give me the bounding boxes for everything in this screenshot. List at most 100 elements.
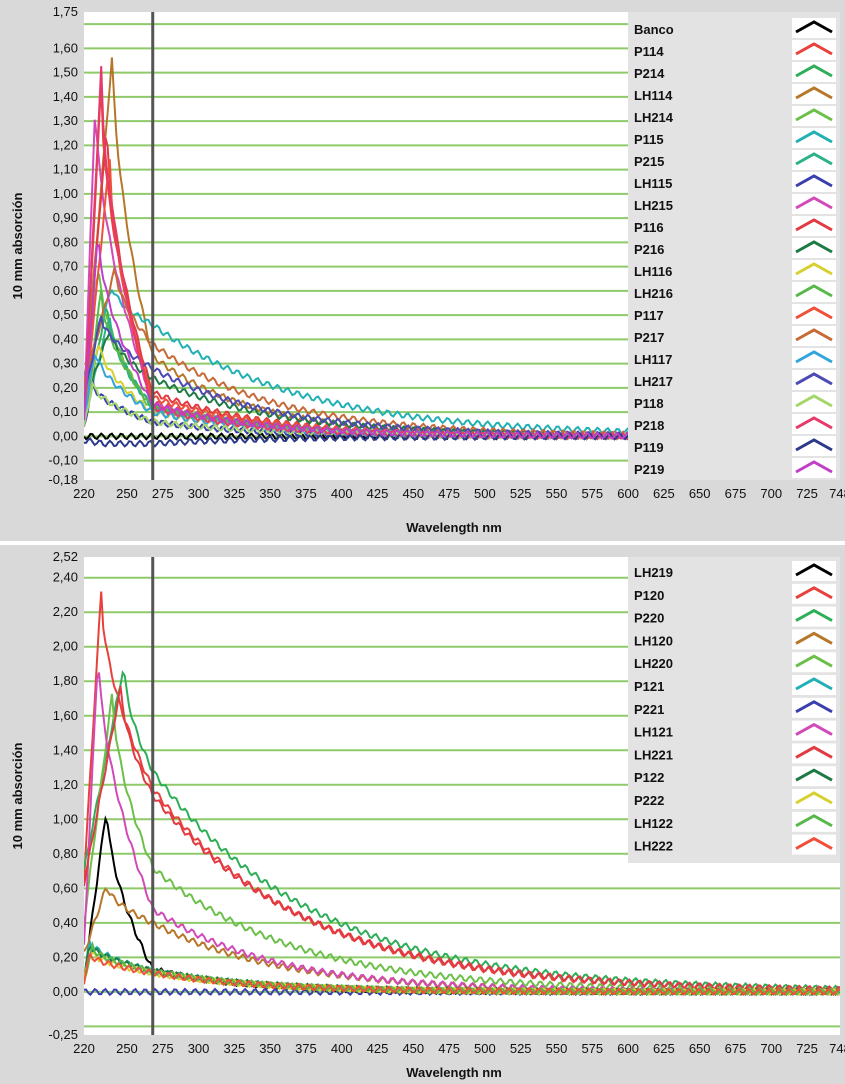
legend-label: P115 (634, 132, 664, 147)
legend-label: P215 (634, 154, 664, 169)
legend-swatch (795, 814, 833, 828)
y-tick-label: -0,25 (48, 1027, 78, 1042)
legend-label: LH117 (634, 352, 672, 367)
legend-swatch-bg (792, 789, 836, 809)
x-tick-label: 300 (188, 1041, 210, 1056)
x-tick-label: 650 (689, 486, 711, 501)
chart-panel-1: 1,75 1,60 1,50 1,40 1,30 1,20 1,10 1,00 0,90 0,80… (0, 0, 845, 541)
legend-label: LH221 (634, 747, 673, 762)
x-tick-label: 325 (223, 1041, 245, 1056)
legend-label: LH219 (634, 565, 673, 580)
y-tick-label: -0,18 (48, 472, 78, 487)
legend-label: LH220 (634, 656, 673, 671)
legend-swatch-bg (792, 414, 836, 434)
legend-swatch (795, 328, 833, 342)
legend-label: LH217 (634, 374, 673, 389)
y-tick-label: 1,00 (53, 811, 78, 826)
y-tick-label: 1,40 (53, 89, 78, 104)
x-tick-label: 275 (152, 1041, 174, 1056)
x-tick-label: 250 (116, 1041, 138, 1056)
legend-label: LH215 (634, 198, 673, 213)
legend-swatch (795, 284, 833, 298)
legend-swatch-bg (792, 18, 836, 38)
legend-swatch-bg (792, 743, 836, 764)
legend-swatch (795, 700, 833, 714)
legend-swatch (795, 64, 833, 78)
legend-swatch (795, 218, 833, 232)
series-line (84, 670, 840, 993)
x-tick-label: 275 (152, 486, 174, 501)
legend-label: P119 (634, 440, 664, 455)
x-tick-label: 450 (402, 1041, 424, 1056)
y-tick-label: 1,00 (53, 186, 78, 201)
chart-panel-2: 2,52 2,40 2,20 2,00 1,80 1,60 1,40 1,20 1,00 0,80… (0, 545, 845, 1084)
x-tick-label: 748 (829, 486, 845, 501)
legend-swatch (795, 240, 833, 254)
y-tick-label: -0,10 (48, 453, 78, 468)
legend-swatch-bg (792, 326, 836, 346)
x-tick-label: 375 (295, 1041, 317, 1056)
legend-swatch-bg (792, 697, 836, 718)
legend-swatch-bg (792, 606, 836, 627)
legend-swatch (795, 586, 833, 600)
legend-label: P218 (634, 418, 664, 433)
x-tick-label: 550 (546, 1041, 568, 1056)
y-tick-label: 1,40 (53, 742, 78, 757)
x-axis-title: Wavelength nm (406, 520, 502, 535)
legend-swatch-bg (792, 128, 836, 148)
legend-swatch-bg (792, 216, 836, 236)
legend-label: LH216 (634, 286, 673, 301)
y-tick-label: 1,60 (53, 708, 78, 723)
y-tick-label: 0,40 (53, 331, 78, 346)
x-tick-label: 350 (259, 486, 281, 501)
x-tick-label: 350 (259, 1041, 281, 1056)
legend-swatch (795, 563, 833, 577)
x-tick-label: 725 (796, 486, 818, 501)
x-tick-label: 425 (367, 1041, 389, 1056)
legend-swatch (795, 108, 833, 122)
legend-swatch-bg (792, 84, 836, 104)
x-tick-label: 500 (474, 1041, 496, 1056)
series-line (84, 951, 840, 997)
x-tick-label: 525 (510, 1041, 532, 1056)
x-axis-title: Wavelength nm (406, 1065, 502, 1080)
legend-label: P219 (634, 462, 664, 477)
legend-swatch-bg (792, 675, 836, 695)
legend-label: P121 (634, 679, 664, 694)
y-tick-label: 0,80 (53, 234, 78, 249)
legend-swatch (795, 654, 833, 668)
y-tick-label: 1,80 (53, 673, 78, 688)
legend-swatch-bg (792, 766, 836, 787)
legend-swatch (795, 631, 833, 645)
legend-swatch (795, 745, 833, 759)
x-tick-label: 425 (367, 486, 389, 501)
x-tick-label: 575 (581, 486, 603, 501)
legend-swatch-bg (792, 629, 836, 650)
legend-swatch-bg (792, 811, 836, 832)
y-tick-label: 0,20 (53, 949, 78, 964)
x-tick-label: 550 (546, 486, 568, 501)
legend-label: LH116 (634, 264, 672, 279)
y-tick-label: 0,80 (53, 846, 78, 861)
legend-swatch (795, 42, 833, 56)
y-axis-title: 10 mm absorción (10, 742, 25, 849)
legend-label: P216 (634, 242, 664, 257)
y-tick-label: 0,00 (53, 984, 78, 999)
legend-label: LH214 (634, 110, 674, 125)
y-tick-label: 0,60 (53, 880, 78, 895)
y-tick-label: 1,50 (53, 65, 78, 80)
legend-swatch (795, 174, 833, 188)
legend-label: LH122 (634, 816, 673, 831)
x-tick-label: 375 (295, 486, 317, 501)
legend-swatch-bg (792, 348, 836, 368)
x-tick-label: 600 (617, 1041, 639, 1056)
legend-swatch (795, 350, 833, 364)
legend-swatch-bg (792, 194, 836, 214)
legend-swatch-bg (792, 720, 836, 741)
x-tick-label: 475 (438, 1041, 460, 1056)
y-tick-label: 0,50 (53, 307, 78, 322)
legend-swatch (795, 677, 833, 691)
legend-label: P222 (634, 793, 664, 808)
legend-swatch-bg (792, 583, 836, 604)
legend-label: LH115 (634, 176, 672, 191)
